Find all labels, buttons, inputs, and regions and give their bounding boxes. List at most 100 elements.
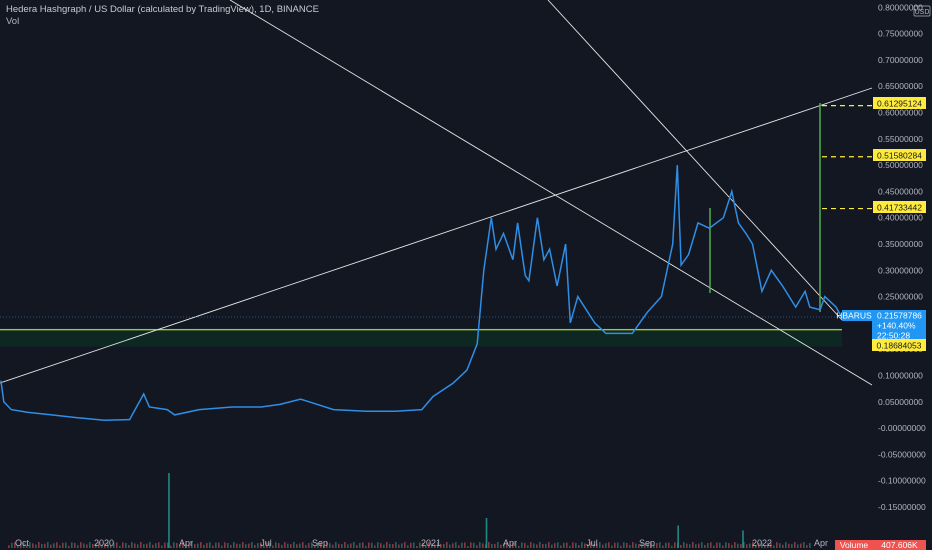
volume-bar <box>29 542 31 548</box>
volume-bar <box>323 545 325 548</box>
volume-bar <box>533 543 535 548</box>
volume-bar <box>161 545 163 548</box>
volume-bar <box>629 545 631 548</box>
volume-bar <box>197 543 199 548</box>
y-tick-label: 0.10000000 <box>878 370 923 380</box>
volume-bar <box>734 542 736 548</box>
volume-bar <box>668 542 670 548</box>
volume-bar <box>173 542 175 548</box>
volume-bar <box>287 543 289 548</box>
volume-bar <box>656 543 658 548</box>
volume-bar <box>293 542 295 548</box>
volume-bar <box>365 545 367 548</box>
volume-bar <box>692 542 694 548</box>
volume-bar <box>704 544 706 548</box>
volume-bar <box>440 543 442 548</box>
volume-bar <box>227 543 229 548</box>
volume-bar <box>467 545 469 548</box>
volume-bar <box>599 542 601 548</box>
x-tick-label: Jul <box>586 538 598 548</box>
x-tick-label: Apr <box>814 538 828 548</box>
volume-bar <box>71 542 73 548</box>
volume-bar <box>560 545 562 548</box>
volume-bar <box>380 543 382 548</box>
volume-bar <box>176 542 178 548</box>
target-tag-3[interactable]: 0.41733442 <box>873 201 926 213</box>
volume-bar <box>563 542 565 548</box>
volume-bar <box>290 544 292 548</box>
support-tag[interactable]: 0.18684053 <box>872 339 926 351</box>
volume-bar <box>521 542 523 548</box>
volume-bar <box>128 545 130 548</box>
volume-bar <box>434 544 436 548</box>
volume-bar <box>95 543 97 548</box>
volume-bar <box>86 544 88 548</box>
y-tick-label: -0.15000000 <box>878 502 926 512</box>
volume-bar <box>359 542 361 548</box>
volume-bar <box>248 543 250 548</box>
volume-bar <box>605 543 607 548</box>
volume-bar <box>653 544 655 548</box>
volume-bar <box>683 542 685 548</box>
volume-bar <box>809 542 811 548</box>
volume-bar <box>155 543 157 548</box>
target-tag-2[interactable]: 0.51580284 <box>873 149 926 161</box>
target-tag-1[interactable]: 0.61295124 <box>873 97 926 109</box>
volume-bar <box>77 545 79 548</box>
volume-bar <box>674 542 676 548</box>
volume-bar <box>596 543 598 548</box>
volume-bar <box>152 544 154 548</box>
volume-bar <box>398 544 400 548</box>
volume-bar <box>41 543 43 548</box>
support-zone <box>0 328 842 347</box>
volume-bar <box>524 542 526 548</box>
volume-bar <box>758 542 760 548</box>
volume-bars <box>8 473 811 548</box>
volume-bar <box>413 542 415 548</box>
volume-bar <box>794 542 796 548</box>
volume-bar <box>404 542 406 548</box>
volume-bar <box>239 544 241 548</box>
volume-bar <box>26 545 28 548</box>
volume-bar <box>422 542 424 548</box>
volume-bar <box>446 542 448 548</box>
volume-bar <box>509 545 511 548</box>
volume-bar <box>218 542 220 548</box>
volume-bar <box>245 544 247 548</box>
volume-bar <box>272 545 274 548</box>
volume-bar <box>113 542 115 548</box>
volume-bar <box>713 545 715 548</box>
volume-bar <box>44 543 46 548</box>
volume-bar <box>500 544 502 548</box>
volume-bar <box>185 543 187 548</box>
volume-bar <box>167 542 169 548</box>
volume-bar <box>689 544 691 548</box>
symbol-tag[interactable]: HBARUSD <box>836 310 878 321</box>
svg-text:0.21578786: 0.21578786 <box>877 311 922 321</box>
volume-bar <box>608 542 610 548</box>
volume-bar <box>764 545 766 548</box>
volume-bar <box>476 545 478 548</box>
volume-bar <box>168 473 170 548</box>
volume-bar <box>104 543 106 548</box>
volume-bar <box>719 542 721 548</box>
volume-bar <box>449 544 451 548</box>
volume-bar <box>611 545 613 548</box>
y-tick-label: 0.55000000 <box>878 134 923 144</box>
legend-volume-label: Vol <box>6 16 20 27</box>
volume-tag[interactable]: Volume 407.606K <box>835 540 926 550</box>
volume-bar <box>716 542 718 548</box>
volume-bar <box>35 544 37 548</box>
y-tick-label: 0.25000000 <box>878 292 923 302</box>
volume-bar <box>569 545 571 548</box>
volume-bar <box>32 543 34 548</box>
volume-bar <box>710 542 712 548</box>
svg-text:0.51580284: 0.51580284 <box>877 151 922 161</box>
volume-bar <box>650 542 652 548</box>
volume-bar <box>326 542 328 548</box>
svg-text:Volume: Volume <box>840 540 869 550</box>
volume-bar <box>431 543 433 548</box>
volume-bar <box>776 542 778 548</box>
last-price-tag[interactable]: 0.21578786 +140.40% 22:50:28 <box>872 310 926 342</box>
